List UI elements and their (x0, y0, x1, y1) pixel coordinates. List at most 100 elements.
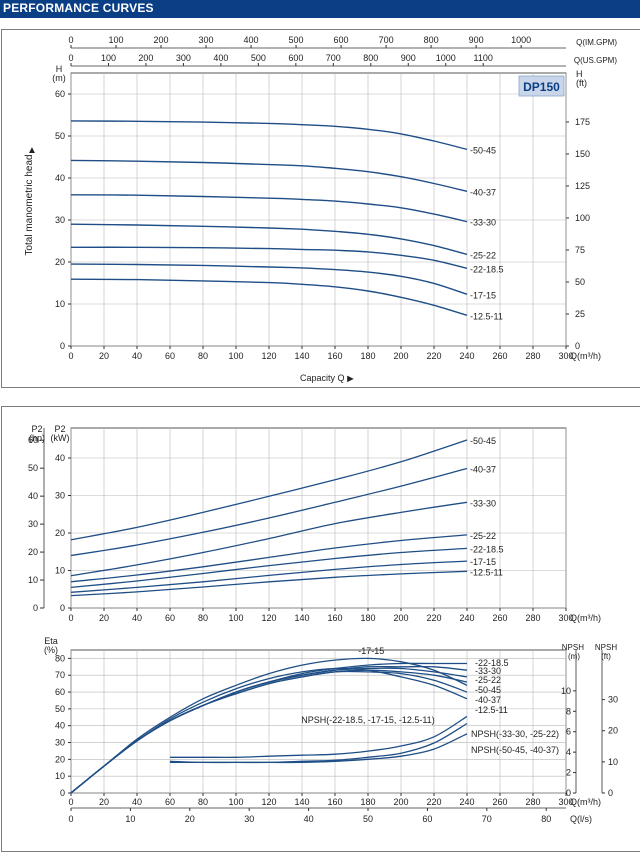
eff-x-tick-label: 200 (393, 797, 408, 807)
eff-x-tick-label: 280 (525, 797, 540, 807)
head-y-tick-label: 10 (55, 299, 65, 309)
npsh-ft-tick-label: 30 (608, 695, 618, 705)
us-gpm-tick-label: 100 (101, 53, 116, 63)
us-gpm-tick-label: 400 (213, 53, 228, 63)
head-ft-tick-label: 25 (575, 309, 585, 319)
head-x-tick-label: 200 (393, 351, 408, 361)
head-ft-tick-label: 100 (575, 213, 590, 223)
head-x-tick-label: 60 (165, 351, 175, 361)
npsh-ft-tick-label: 20 (608, 726, 618, 736)
head-x-unit: Q(m³/h) (570, 351, 601, 361)
us-gpm-tick-label: 800 (363, 53, 378, 63)
kw-unit-top: P2 (54, 424, 65, 434)
ls-tick-label: 30 (244, 814, 254, 824)
im-gpm-axis-label: Q(IM.GPM) (576, 38, 617, 47)
head-curve-_40_37 (70, 159, 468, 193)
im-gpm-tick-label: 100 (108, 35, 123, 45)
kw-tick-label: 20 (55, 528, 65, 538)
power-curve-label: -17-15 (470, 557, 496, 567)
us-gpm-tick-label: 300 (176, 53, 191, 63)
eta-tick-label: 0 (60, 788, 65, 798)
kw-tick-label: 30 (55, 491, 65, 501)
head-y-tick-label: 20 (55, 257, 65, 267)
eff-x-tick-label: 0 (68, 797, 73, 807)
power-x-tick-label: 80 (198, 613, 208, 623)
head-curve-label: -12.5-11 (470, 311, 503, 321)
power-curve-label: -40-37 (470, 465, 496, 475)
npsh-label-a: NPSH(-22-18.5, -17-15, -12.5-11) (301, 715, 434, 725)
head-curve-_22_18_5 (70, 246, 468, 269)
eff-x-tick-label: 220 (426, 797, 441, 807)
power-curve-label: -22-18.5 (470, 544, 504, 554)
power-x-tick-label: 240 (459, 613, 474, 623)
head-curve-label: -33-30 (470, 218, 496, 228)
eta-tick-label: 30 (55, 738, 65, 748)
hp-tick-label: 50 (28, 463, 38, 473)
eta-tick-label: 40 (55, 721, 65, 731)
npsh-m-unit-bottom: (m) (568, 652, 580, 661)
power-x-tick-label: 60 (165, 613, 175, 623)
power-x-tick-label: 180 (360, 613, 375, 623)
hp-unit-top: P2 (31, 424, 42, 434)
ls-tick-label: 50 (363, 814, 373, 824)
eta-unit-bottom: (%) (44, 645, 58, 655)
head-x-tick-label: 20 (99, 351, 109, 361)
us-gpm-tick-label: 1100 (474, 53, 493, 63)
head-x-tick-label: 220 (426, 351, 441, 361)
eff-x-tick-label: 180 (360, 797, 375, 807)
power-x-tick-label: 220 (426, 613, 441, 623)
eta-curve-label: -17-15 (358, 646, 384, 656)
head-x-axis-label: Capacity Q (300, 373, 345, 383)
power-curve-_22_18_5 (70, 547, 468, 589)
kw-tick-label: 10 (55, 566, 65, 576)
kw-unit-bottom: (kW) (51, 433, 70, 443)
im-gpm-tick-label: 400 (244, 35, 259, 45)
eta-curve-label: -40-37 (475, 695, 501, 705)
head-x-tick-label: 0 (68, 351, 73, 361)
im-gpm-tick-label: 600 (334, 35, 349, 45)
power-x-tick-label: 40 (132, 613, 142, 623)
hp-tick-label: 40 (28, 491, 38, 501)
power-x-tick-label: 0 (68, 613, 73, 623)
npsh-ft-unit-bottom: (ft) (601, 652, 611, 661)
power-x-tick-label: 120 (261, 613, 276, 623)
power-x-tick-label: 280 (525, 613, 540, 623)
kw-tick-label: 0 (60, 603, 65, 613)
head-ft-tick-label: 75 (575, 245, 585, 255)
head-x-tick-label: 300 (558, 351, 573, 361)
head-ft-tick-label: 50 (575, 277, 585, 287)
power-x-tick-label: 140 (294, 613, 309, 623)
eff-x-tick-label: 100 (228, 797, 243, 807)
power-curve-_25_22 (70, 534, 468, 583)
npsh-curve (169, 733, 468, 764)
head-y-tick-label: 30 (55, 215, 65, 225)
head-curve-_33_30 (70, 194, 468, 223)
npsh-ft-tick-label: 10 (608, 757, 618, 767)
power-curve-label: -25-22 (470, 531, 496, 541)
head-ft-tick-label: 125 (575, 181, 590, 191)
hp-tick-label: 10 (28, 575, 38, 585)
us-gpm-tick-label: 0 (68, 53, 73, 63)
ls-tick-label: 20 (185, 814, 195, 824)
head-x-tick-label: 80 (198, 351, 208, 361)
eff-x-tick-label: 20 (99, 797, 109, 807)
ls-unit: Q(l/s) (570, 814, 592, 824)
hp-tick-label: 60 (28, 435, 38, 445)
us-gpm-tick-label: 500 (251, 53, 266, 63)
ls-tick-label: 70 (482, 814, 492, 824)
power-x-tick-label: 300 (558, 613, 573, 623)
us-gpm-tick-label: 200 (138, 53, 153, 63)
eta-curve-label: -50-45 (475, 685, 501, 695)
hp-tick-label: 30 (28, 519, 38, 529)
npsh-m-tick-label: 8 (566, 706, 571, 716)
hp-unit-bottom: (hp) (29, 433, 45, 443)
head-x-tick-label: 120 (261, 351, 276, 361)
head-x-tick-label: 40 (132, 351, 142, 361)
npsh-m-tick-label: 6 (566, 727, 571, 737)
head-right-unit-bottom: (ft) (576, 78, 587, 88)
head-y-tick-label: 60 (55, 89, 65, 99)
eta-curve-label: -25-22 (475, 675, 501, 685)
head-curve-_12_5_11 (70, 278, 468, 316)
model-badge-box (518, 75, 565, 97)
us-gpm-tick-label: 1000 (436, 53, 456, 63)
